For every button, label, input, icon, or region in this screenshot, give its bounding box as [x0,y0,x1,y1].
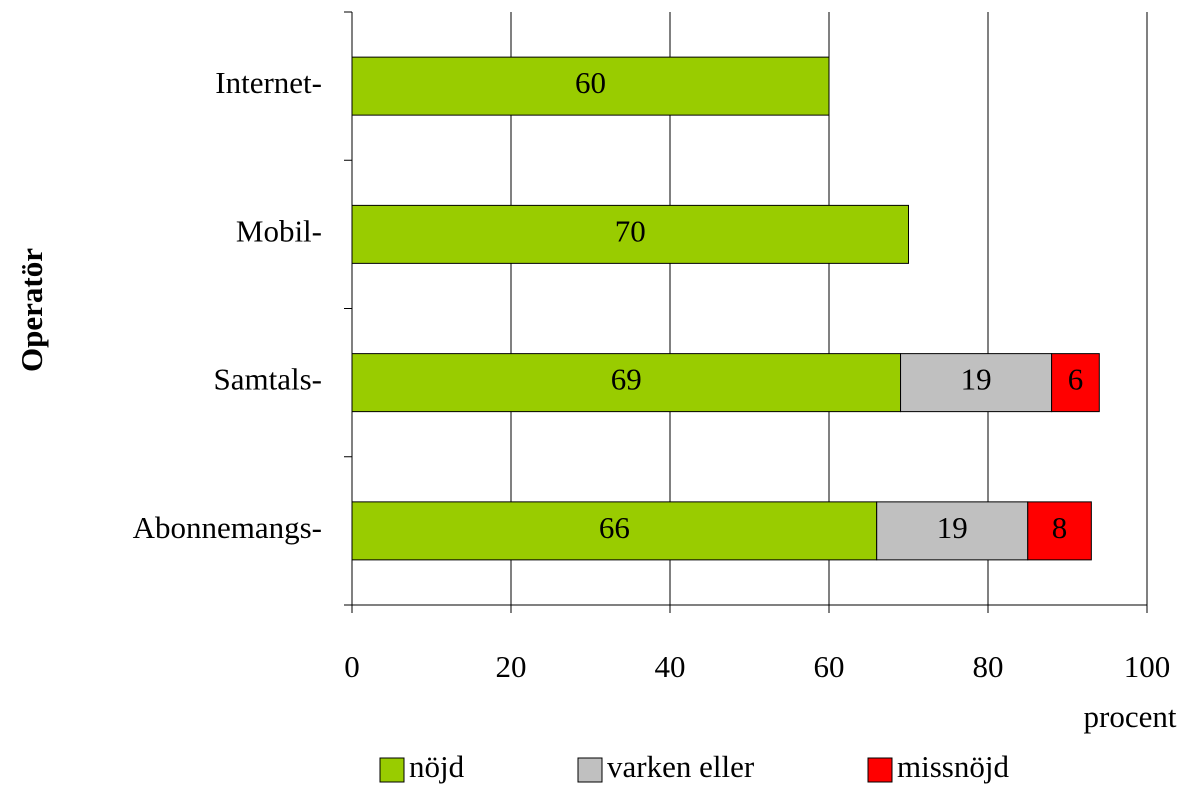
data-label: 6 [1068,362,1084,397]
x-tick-label: 60 [814,649,845,684]
x-tick-label: 80 [973,649,1004,684]
bar-segment [876,501,1029,561]
data-label: 8 [1052,510,1068,545]
bar-segment [351,353,902,413]
y-tick-label: Abonnemangs- [133,510,322,545]
bar-segment [1027,501,1092,561]
bar-segment [351,501,878,561]
y-tick-label: Samtals- [214,362,323,397]
bar-segment [1051,353,1100,413]
legend-swatch [867,757,893,783]
y-tick-label: Mobil- [236,213,322,248]
x-tick-label: 100 [1124,649,1171,684]
legend-swatch [379,757,405,783]
data-label: 66 [599,510,630,545]
y-axis-title: Operatör [14,248,49,372]
bar-segment [351,56,830,116]
data-label: 60 [575,65,606,100]
data-label: 19 [961,362,992,397]
data-label: 19 [937,510,968,545]
x-tick-label: 0 [344,649,360,684]
bar-segment [351,204,909,264]
x-axis-title: procent [1084,699,1177,734]
data-label: 70 [615,213,646,248]
legend-label: nöjd [409,749,465,784]
legend-swatch [577,757,603,783]
legend-label: varken eller [607,749,755,784]
bar-segment [900,353,1053,413]
x-tick-label: 20 [496,649,527,684]
x-tick-label: 40 [655,649,686,684]
data-label: 69 [611,362,642,397]
y-tick-label: Internet- [215,65,322,100]
legend-label: missnöjd [897,749,1009,784]
